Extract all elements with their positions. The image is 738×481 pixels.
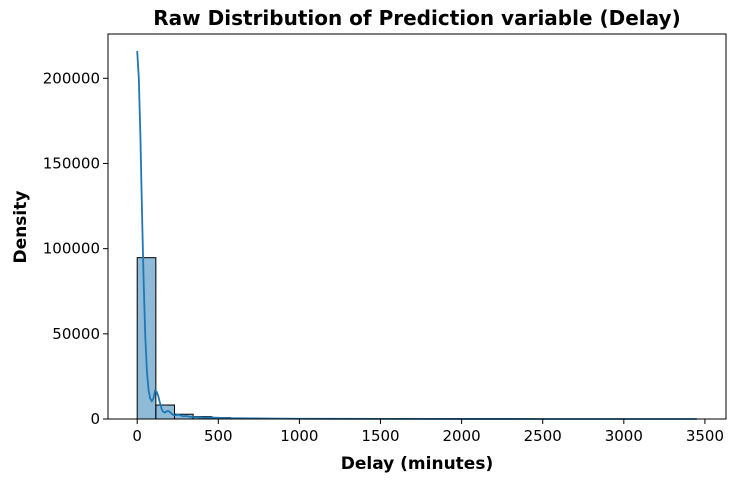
y-tick-label: 100000: [43, 240, 100, 258]
plot-frame: [107, 33, 727, 420]
kde-line: [136, 50, 697, 420]
y-tick-label: 50000: [52, 325, 100, 343]
y-tick-label: 0: [90, 410, 100, 428]
x-tick-label: 500: [204, 427, 233, 445]
chart-title: Raw Distribution of Prediction variable …: [153, 6, 680, 30]
histogram-bar: [136, 257, 157, 420]
x-tick-label: 1000: [280, 427, 318, 445]
y-axis-ticks: 0 50000 100000 150000 200000: [43, 69, 108, 428]
histogram-bars: [136, 257, 698, 420]
x-tick-label: 2000: [443, 427, 481, 445]
x-tick-label: 3000: [605, 427, 643, 445]
x-tick-label: 3500: [686, 427, 724, 445]
x-axis-label: Delay (minutes): [341, 454, 493, 474]
x-tick-label: 2500: [524, 427, 562, 445]
y-tick-label: 150000: [43, 154, 100, 172]
x-tick-label: 1500: [361, 427, 399, 445]
x-tick-label: 0: [132, 427, 142, 445]
y-axis-label: Density: [11, 191, 31, 264]
y-tick-label: 200000: [43, 69, 100, 87]
x-axis-ticks: 0 500 1000 1500 2000 2500 3000 3500: [132, 419, 724, 445]
